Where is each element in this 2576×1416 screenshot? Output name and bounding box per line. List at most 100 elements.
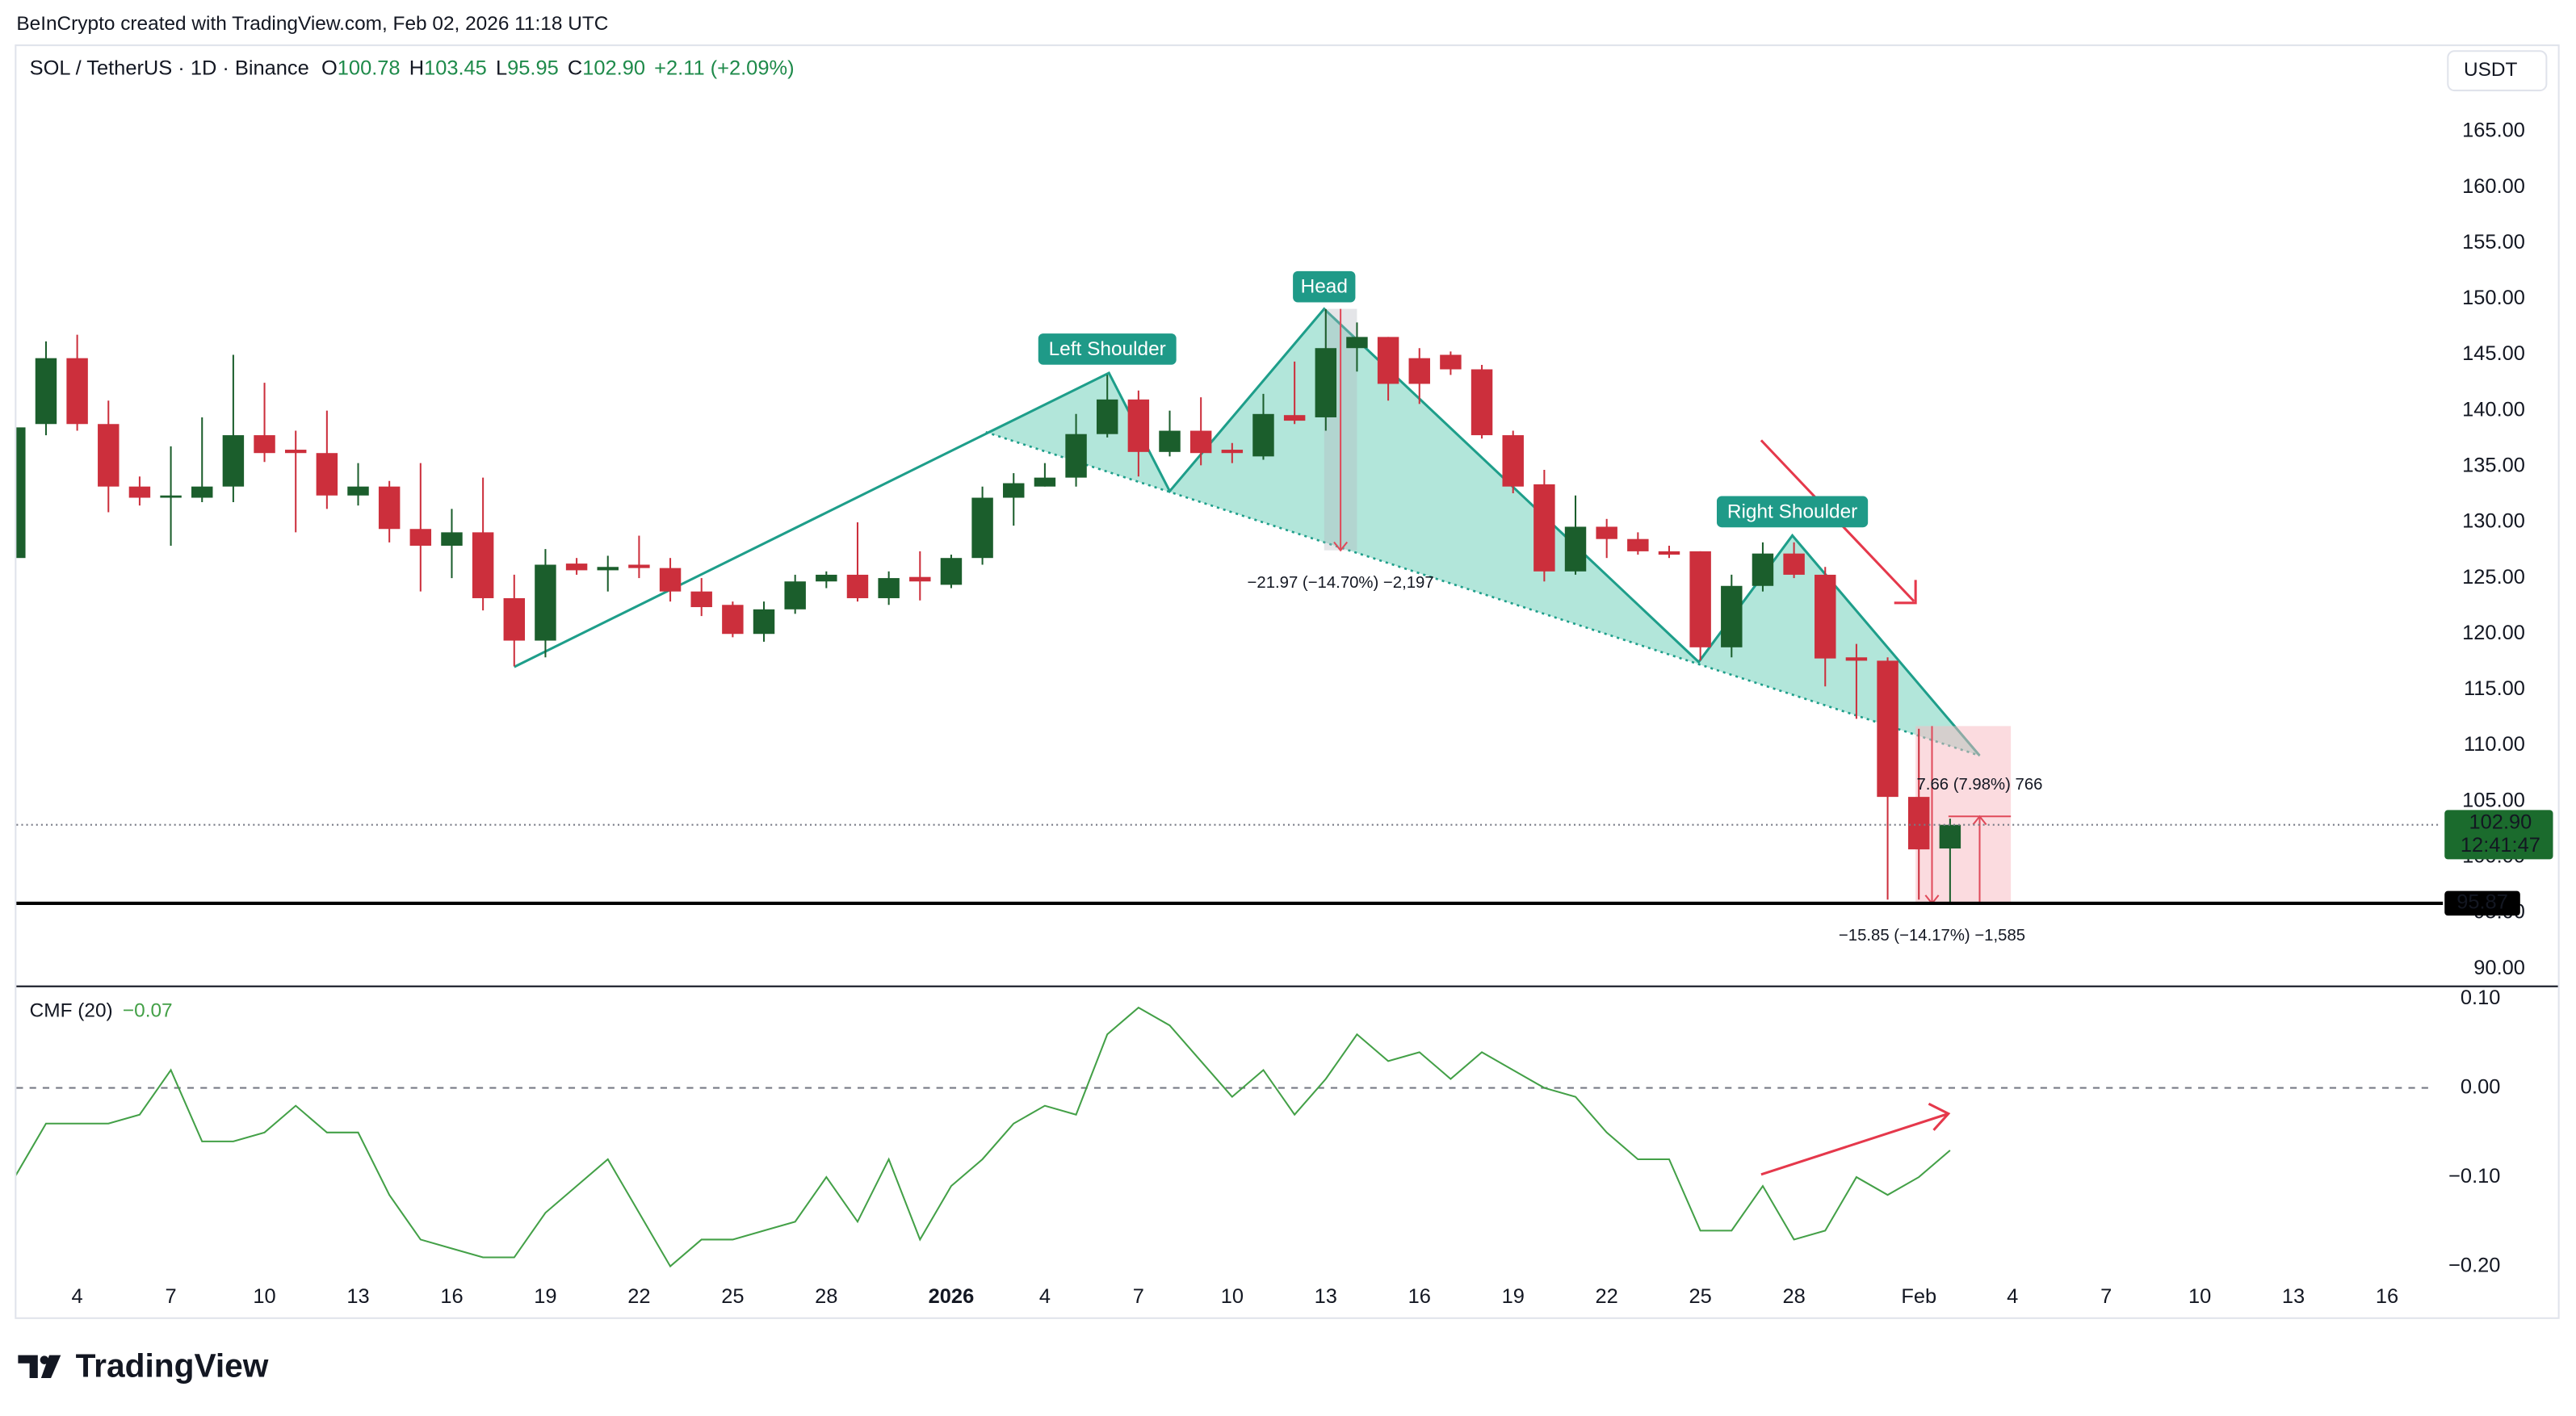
candle-body (1627, 538, 1649, 551)
logo-mark (40, 1355, 61, 1379)
candle-body (1252, 413, 1274, 457)
brand: TradingView (76, 1347, 269, 1385)
candle-body (1189, 430, 1212, 454)
x-tick-label: 4 (1039, 1285, 1051, 1308)
x-tick-label: 4 (2007, 1285, 2018, 1308)
x-tick-label: 4 (72, 1285, 83, 1308)
y-tick-label: −0.10 (2448, 1165, 2500, 1188)
indicator-name: CMF (20) (30, 1000, 113, 1022)
candles (16, 308, 1961, 903)
x-tick-label: 25 (1689, 1285, 1712, 1308)
candle-body (472, 532, 494, 598)
x-tick-label: 13 (2282, 1285, 2305, 1308)
x-tick-label: 28 (1782, 1285, 1805, 1308)
candle-body (1346, 337, 1368, 349)
cmf-line (16, 1006, 1951, 1268)
y-tick-label: 115.00 (2464, 677, 2525, 700)
stat-value: 102.90 (582, 57, 645, 79)
candle-body (1564, 526, 1587, 572)
y-tick-label: 145.00 (2462, 342, 2525, 365)
candle-body (1845, 657, 1868, 661)
candle-body (98, 424, 120, 487)
annotation: Left Shoulder (1049, 338, 1166, 360)
candle-body (284, 450, 307, 454)
credit: BeInCrypto created with TradingView.com,… (16, 13, 608, 35)
x-tick-label: 16 (440, 1285, 463, 1308)
x-tick-label: 10 (1221, 1285, 1244, 1308)
candle-body (160, 495, 182, 498)
annotation: Head (1301, 276, 1348, 298)
x-tick-label: 7 (2100, 1285, 2112, 1308)
trend-arrow (1760, 1112, 1949, 1176)
x-tick-label: 7 (166, 1285, 177, 1308)
candle-body (1533, 484, 1555, 572)
level-label: 95.87 (2456, 891, 2508, 914)
measure-label: −21.97 (−14.70%) −2,197 (1248, 574, 1434, 592)
candle-body (222, 435, 245, 487)
y-tick-label: 90.00 (2473, 957, 2525, 979)
candle-body (535, 564, 556, 641)
trend-arrowhead (1894, 580, 1917, 605)
y-tick-label: 0.10 (2461, 987, 2500, 1009)
x-tick-label: 16 (1408, 1285, 1431, 1308)
x-tick-label: 10 (2188, 1285, 2211, 1308)
annotation-box (1716, 496, 1869, 528)
currency-button[interactable] (2447, 50, 2548, 92)
candle-body (1721, 585, 1743, 647)
candle-body (1908, 797, 1930, 850)
x-tick-label: 19 (534, 1285, 556, 1308)
logo-mark (18, 1355, 38, 1379)
candle-body (1440, 354, 1462, 370)
candle-body (1596, 526, 1617, 539)
x-tick-label: 7 (1133, 1285, 1144, 1308)
x-tick-label: 2026 (929, 1285, 975, 1308)
stat-label: H (409, 57, 424, 79)
logo-mark (40, 1355, 49, 1364)
candle-body (846, 574, 869, 598)
candle-body (409, 529, 432, 546)
indicator-title: CMF (20) −0.07 (30, 1000, 173, 1022)
candle-body (503, 597, 526, 641)
candle-body (1939, 824, 1961, 849)
stat-value: 103.45 (424, 57, 487, 79)
candle-body (1877, 660, 1898, 798)
candle-body (659, 568, 682, 592)
annotation-box (1038, 333, 1177, 365)
symbol-header: SOL / TetherUS · 1D · Binance O100.78 H1… (30, 57, 795, 79)
measure-label: −15.85 (−14.17%) −1,585 (1839, 927, 2025, 945)
countdown: 12:41:47 (2461, 834, 2540, 857)
y-tick-label: 120.00 (2462, 622, 2525, 644)
x-tick-label: 28 (815, 1285, 837, 1308)
candle-body (1221, 450, 1244, 454)
candle-body (690, 591, 712, 608)
candle-body (1096, 399, 1118, 434)
measure-arrowhead (1333, 541, 1349, 552)
candle-body (971, 497, 993, 559)
candle-body (1034, 477, 1056, 487)
last-price-label: 102.90 (2469, 811, 2532, 833)
x-tick-label: 10 (253, 1285, 275, 1308)
candle-body (1283, 415, 1306, 421)
candle-body (1315, 348, 1337, 417)
candle-body (441, 532, 463, 546)
candle-body (1065, 434, 1087, 478)
pattern-outline (514, 307, 1981, 756)
stat-label: L (496, 57, 507, 79)
candle-body (753, 609, 775, 635)
measure-arrowhead (1972, 815, 1987, 826)
x-tick-label: 19 (1502, 1285, 1525, 1308)
measure-label: 7.66 (7.98%) 766 (1917, 776, 2043, 794)
stat-value: 95.95 (507, 57, 559, 79)
level-box (2444, 890, 2520, 916)
x-tick-label: 13 (346, 1285, 369, 1308)
last-price-box (2444, 810, 2553, 860)
candle-body (784, 581, 806, 610)
x-tick-label: 25 (721, 1285, 744, 1308)
cmf-pane (16, 1006, 2431, 1268)
candle-body (1159, 430, 1181, 452)
annotation: Right Shoulder (1727, 501, 1857, 522)
candle-body (1752, 553, 1774, 586)
candle-body (878, 578, 900, 598)
y-tick-label: −0.20 (2448, 1254, 2500, 1276)
